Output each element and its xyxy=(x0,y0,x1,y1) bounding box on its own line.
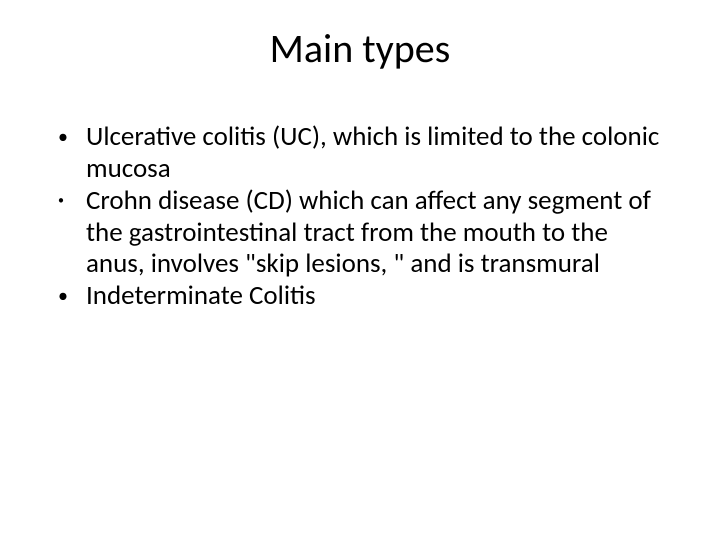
bullet-text: Crohn disease (CD) which can affect any … xyxy=(86,184,651,281)
slide: Main types • Ulcerative colitis (UC), wh… xyxy=(0,0,720,540)
bullet-list: • Ulcerative colitis (UC), which is limi… xyxy=(48,121,672,312)
list-item: • Indeterminate Colitis xyxy=(58,280,672,312)
slide-title: Main types xyxy=(48,24,672,73)
bullet-text: Indeterminate Colitis xyxy=(86,279,316,312)
bullet-icon: • xyxy=(58,185,64,217)
bullet-icon: • xyxy=(58,280,68,312)
list-item: • Ulcerative colitis (UC), which is limi… xyxy=(58,121,672,185)
bullet-icon: • xyxy=(58,121,68,153)
list-item: • Crohn disease (CD) which can affect an… xyxy=(58,185,672,281)
bullet-text: Ulcerative colitis (UC), which is limite… xyxy=(86,120,659,185)
